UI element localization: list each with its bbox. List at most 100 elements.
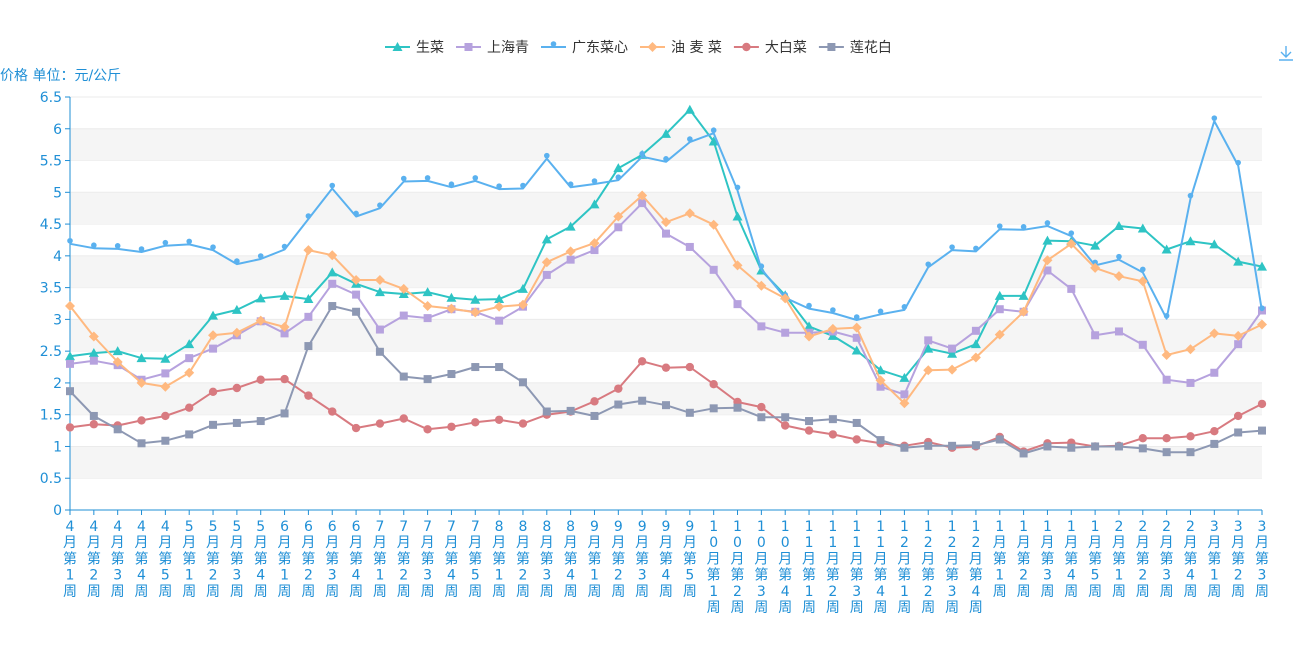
data-point[interactable] <box>590 397 599 406</box>
data-point[interactable] <box>231 327 242 338</box>
data-point[interactable] <box>900 390 909 399</box>
data-point[interactable] <box>1161 244 1172 254</box>
data-point[interactable] <box>757 322 766 331</box>
data-point[interactable] <box>66 359 74 368</box>
data-point[interactable] <box>1161 349 1172 360</box>
data-point[interactable] <box>687 136 693 142</box>
data-point[interactable] <box>709 265 718 274</box>
data-point[interactable] <box>161 411 170 421</box>
data-point[interactable] <box>1090 262 1101 273</box>
data-point[interactable] <box>923 343 934 353</box>
data-point[interactable] <box>1233 256 1244 266</box>
data-point[interactable] <box>91 242 97 249</box>
data-point[interactable] <box>541 234 552 244</box>
data-point[interactable] <box>732 211 743 221</box>
data-point[interactable] <box>67 237 73 244</box>
data-point[interactable] <box>1162 375 1171 384</box>
data-point[interactable] <box>804 331 815 342</box>
data-point[interactable] <box>89 411 98 420</box>
data-point[interactable] <box>1162 448 1171 457</box>
data-point[interactable] <box>399 414 408 423</box>
data-point[interactable] <box>160 381 171 392</box>
data-point[interactable] <box>1140 266 1146 273</box>
data-point[interactable] <box>208 310 219 320</box>
data-point[interactable] <box>544 152 550 159</box>
data-point[interactable] <box>352 290 361 299</box>
data-point[interactable] <box>113 425 122 434</box>
data-point[interactable] <box>305 213 312 219</box>
data-point[interactable] <box>257 253 264 259</box>
data-point[interactable] <box>210 244 216 250</box>
data-point[interactable] <box>685 408 694 417</box>
data-point[interactable] <box>518 419 528 428</box>
data-point[interactable] <box>495 363 504 372</box>
data-point[interactable] <box>137 439 146 448</box>
data-point[interactable] <box>88 331 99 342</box>
data-point[interactable] <box>637 357 647 366</box>
data-point[interactable] <box>398 283 409 294</box>
data-point[interactable] <box>494 415 504 424</box>
data-point[interactable] <box>1091 331 1100 340</box>
data-point[interactable] <box>256 375 265 384</box>
data-point[interactable] <box>374 274 385 285</box>
data-point[interactable] <box>377 202 383 208</box>
data-point[interactable] <box>661 217 671 228</box>
data-point[interactable] <box>1209 328 1220 339</box>
data-point[interactable] <box>517 283 528 293</box>
data-point[interactable] <box>375 419 385 428</box>
data-point[interactable] <box>279 322 290 333</box>
data-point[interactable] <box>328 407 337 416</box>
data-point[interactable] <box>734 184 741 191</box>
data-point[interactable] <box>1114 327 1123 336</box>
data-point[interactable] <box>1113 220 1124 230</box>
data-point[interactable] <box>327 250 338 261</box>
data-point[interactable] <box>637 190 648 201</box>
data-point[interactable] <box>948 344 957 353</box>
data-point[interactable] <box>472 175 479 181</box>
data-point[interactable] <box>828 430 838 439</box>
data-point[interactable] <box>495 316 504 325</box>
data-point[interactable] <box>1258 426 1266 435</box>
data-point[interactable] <box>877 308 884 315</box>
data-point[interactable] <box>186 238 192 245</box>
data-point[interactable] <box>353 210 359 217</box>
data-point[interactable] <box>1257 261 1267 271</box>
data-point[interactable] <box>875 365 886 375</box>
data-point[interactable] <box>136 353 147 363</box>
data-point[interactable] <box>971 441 980 450</box>
data-point[interactable] <box>780 293 791 304</box>
data-point[interactable] <box>970 352 981 363</box>
data-point[interactable] <box>209 344 218 353</box>
data-point[interactable] <box>589 199 600 209</box>
data-point[interactable] <box>280 409 289 418</box>
data-point[interactable] <box>1234 340 1243 349</box>
data-point[interactable] <box>232 418 241 427</box>
data-point[interactable] <box>89 356 98 365</box>
data-point[interactable] <box>1233 411 1243 421</box>
data-point[interactable] <box>327 267 338 277</box>
data-point[interactable] <box>328 279 337 288</box>
data-point[interactable] <box>160 353 171 363</box>
data-point[interactable] <box>708 136 719 146</box>
data-point[interactable] <box>1210 427 1219 436</box>
data-point[interactable] <box>375 347 384 356</box>
data-point[interactable] <box>471 363 480 372</box>
data-point[interactable] <box>804 321 815 331</box>
data-point[interactable] <box>446 292 457 302</box>
data-point[interactable] <box>256 417 265 426</box>
legend-item[interactable]: 生菜 <box>385 40 444 56</box>
data-point[interactable] <box>255 315 266 326</box>
data-point[interactable] <box>995 435 1004 444</box>
download-icon[interactable] <box>1279 46 1293 61</box>
data-point[interactable] <box>1042 235 1053 245</box>
data-point[interactable] <box>304 342 313 351</box>
data-point[interactable] <box>374 287 385 297</box>
data-point[interactable] <box>899 398 910 409</box>
data-point[interactable] <box>281 243 288 250</box>
data-point[interactable] <box>900 443 909 452</box>
data-point[interactable] <box>804 426 814 435</box>
data-point[interactable] <box>448 181 455 188</box>
data-point[interactable] <box>1043 442 1052 451</box>
data-point[interactable] <box>352 307 361 316</box>
data-point[interactable] <box>255 293 266 303</box>
